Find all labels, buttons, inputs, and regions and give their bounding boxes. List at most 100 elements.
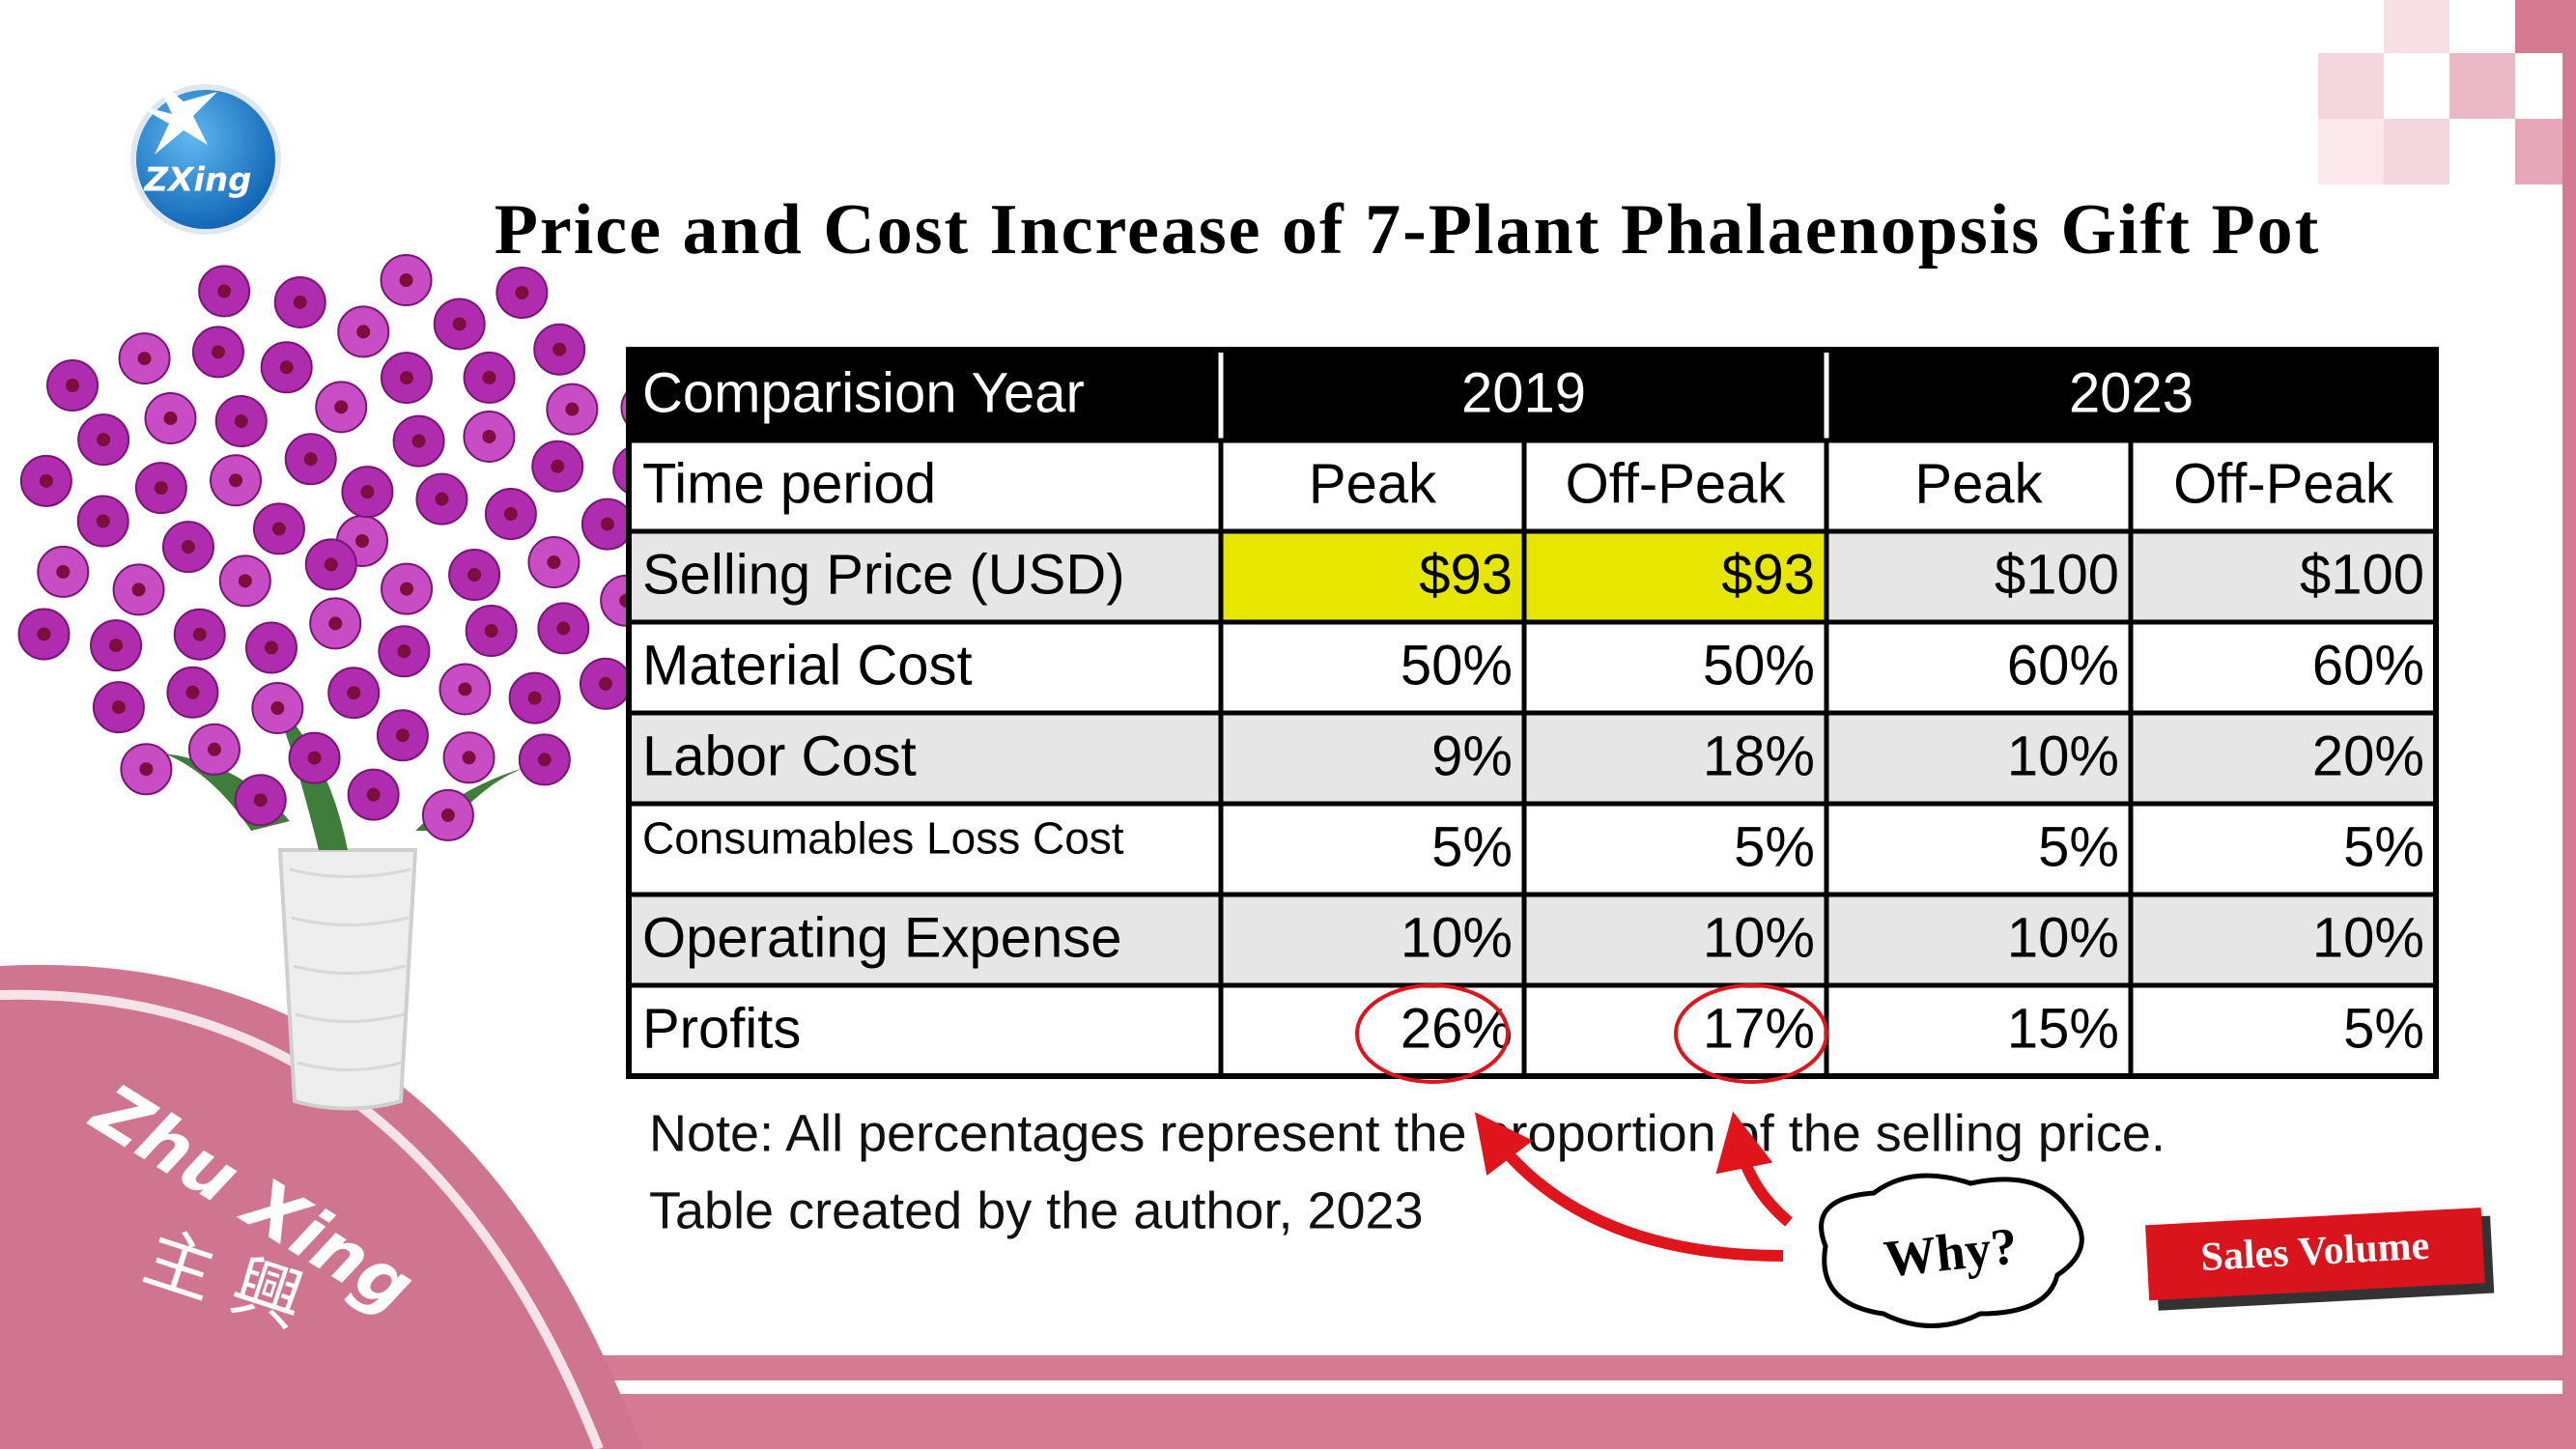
table-text: 17% [1703,997,1815,1060]
table-text: 60% [2007,634,2119,696]
table-border [626,347,2439,1079]
orchid-center [270,701,285,716]
orchid-center [411,434,426,448]
orchid-center [154,481,168,496]
table-text: Labor Cost [642,724,917,787]
orchid-center [395,728,410,743]
orchid-center [565,402,580,416]
table-text: Off-Peak [1566,452,1787,515]
table-text: 60% [2312,634,2424,696]
orchid-center [293,295,307,309]
callout-text: Why? [1882,1216,2021,1288]
orchid-center [192,627,207,641]
annotations: Why? Sales Volume [1355,983,2495,1328]
orchid-center [435,492,449,506]
table-text: 10% [1703,906,1815,969]
orchid-center [96,514,110,528]
orchid-center [598,676,612,691]
orchid-center [527,691,542,705]
table-text: $100 [2300,543,2424,606]
table-cell [1824,619,2134,716]
table-text: 10% [2312,906,2424,969]
orchid-center [440,808,455,822]
orchid-center [181,540,195,554]
table-text: $93 [1419,543,1513,606]
table-text: 5% [1734,815,1815,878]
table-text: 5% [2343,815,2424,878]
orchid-center [467,568,482,582]
orchid-center [229,473,243,488]
orchid-center [556,621,571,636]
table-text: $100 [1995,543,2119,606]
table-text: Time period [642,452,936,515]
orchid-center [234,414,248,429]
orchid-center [56,564,71,579]
orchid-center [400,582,414,596]
table-text: Profits [642,997,801,1060]
table-text: 15% [2007,997,2119,1060]
orchid-center [37,627,51,641]
orchid-center [139,762,154,777]
orchid-center [111,700,126,715]
table-text: Selling Price (USD) [642,543,1125,606]
table-cell [1824,801,2134,897]
orchid-center [211,345,225,359]
orchid-center [253,793,268,808]
table-cell [1521,528,1829,625]
table-text: 10% [1401,906,1513,969]
orchid-center [217,284,232,298]
orchid-center [279,360,294,375]
orchid-center [482,370,496,384]
orchid-center [137,352,152,366]
orchid-center [360,485,375,499]
orchid-center [97,433,111,447]
table-text: 10% [2007,906,2119,969]
orchid-center [397,644,411,659]
orchid-center [328,616,343,631]
table-cell [2128,801,2439,897]
orchid-center [238,574,252,588]
bottom-band [599,1355,2576,1449]
table-cell [2128,710,2439,807]
orchid-center [537,753,552,767]
table-cell [2128,982,2439,1079]
orchid-center [482,429,496,443]
orchid-center [399,371,413,385]
orchid-center [207,742,221,756]
orchid-center [452,317,467,331]
slide-title: Price and Cost Increase of 7-Plant Phala… [495,190,2321,270]
orchid-center [271,522,286,536]
header-cell: 2019 [1461,361,1586,424]
orchid-center [131,582,146,597]
data-table: Comparision Year 2019 2023 Time period Peak O… [626,347,2439,1079]
orchid-center [307,751,322,765]
orchid-center [503,507,518,522]
table-text: 9% [1431,724,1513,787]
orchid-center [551,459,565,473]
orchid-center [600,517,614,531]
orchid-center [356,325,371,339]
table-cell [2128,438,2439,534]
orchid-center [462,751,476,765]
orchid-center [355,534,369,548]
table-text: 10% [2007,724,2119,787]
orchid-center [484,624,498,639]
orchid-center [163,412,178,426]
orchid-center [324,557,338,572]
logo-text: ZXing [143,161,251,200]
table-text: Material Cost [642,634,973,696]
table-text: Peak [1914,452,2043,515]
table-text: 20% [2312,724,2424,787]
orchid-center [547,555,561,570]
table-text: 18% [1703,724,1815,787]
header-cell: Comparision Year [642,361,1085,424]
table-text: Consumables Loss Cost [642,813,1124,864]
note: Table created by the author, 2023 [649,1181,1424,1239]
orchid-center [515,286,529,300]
table-text: 5% [1431,815,1513,878]
table-text: 5% [2343,997,2424,1060]
table-text: Operating Expense [642,906,1122,969]
orchid-center [303,452,318,467]
table-cell [1824,438,2134,534]
